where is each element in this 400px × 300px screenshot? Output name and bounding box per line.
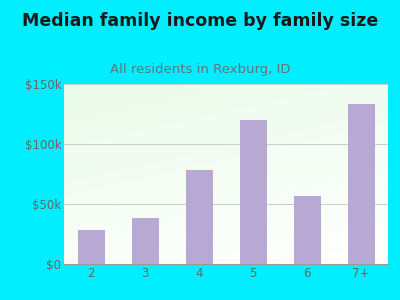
- Bar: [132, 218, 158, 264]
- Text: Median family income by family size: Median family income by family size: [22, 12, 378, 30]
- Bar: [294, 196, 320, 264]
- Bar: [348, 104, 374, 264]
- Text: All residents in Rexburg, ID: All residents in Rexburg, ID: [110, 63, 290, 76]
- Bar: [240, 120, 266, 264]
- Bar: [78, 230, 104, 264]
- Bar: [186, 170, 212, 264]
